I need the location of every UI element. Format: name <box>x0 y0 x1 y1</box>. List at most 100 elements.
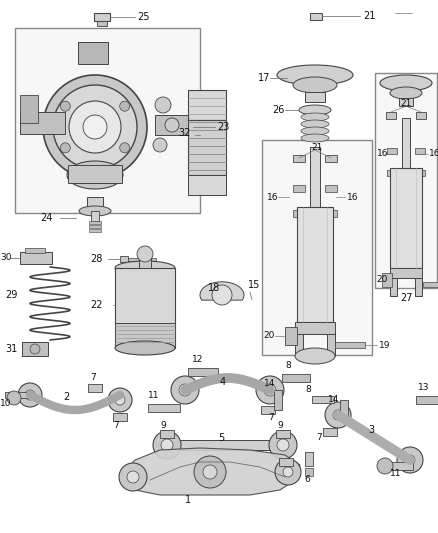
Ellipse shape <box>301 113 329 121</box>
Circle shape <box>30 344 40 354</box>
Text: 13: 13 <box>418 384 430 392</box>
Bar <box>390 168 422 268</box>
Circle shape <box>212 285 232 305</box>
Bar <box>148 404 180 412</box>
Bar <box>415 278 422 296</box>
Text: 8: 8 <box>305 385 311 394</box>
Circle shape <box>127 471 139 483</box>
Text: 8: 8 <box>285 361 291 370</box>
Text: 14: 14 <box>328 395 339 405</box>
Bar <box>128 258 156 261</box>
Bar <box>20 112 65 134</box>
Ellipse shape <box>299 105 331 115</box>
Text: 29: 29 <box>5 290 18 300</box>
Text: 21: 21 <box>400 99 411 108</box>
Circle shape <box>60 101 71 111</box>
Bar <box>91 211 99 221</box>
Circle shape <box>7 391 21 405</box>
Circle shape <box>377 458 393 474</box>
Bar <box>387 170 397 176</box>
Ellipse shape <box>301 127 329 135</box>
Text: 15: 15 <box>248 280 260 290</box>
Ellipse shape <box>301 120 329 128</box>
Bar <box>305 452 313 466</box>
Bar <box>282 374 310 382</box>
Bar <box>390 278 397 296</box>
Text: 7: 7 <box>113 421 119 430</box>
Bar <box>22 342 48 356</box>
Circle shape <box>53 85 137 169</box>
Bar <box>188 90 226 120</box>
Circle shape <box>43 75 147 179</box>
Text: 5: 5 <box>218 433 224 443</box>
Ellipse shape <box>67 161 123 189</box>
Ellipse shape <box>115 261 175 275</box>
Circle shape <box>115 395 125 405</box>
Circle shape <box>155 97 171 113</box>
Bar <box>89 221 101 224</box>
Bar <box>155 115 193 135</box>
Text: 16: 16 <box>377 149 389 158</box>
Text: 31: 31 <box>5 344 17 354</box>
Bar <box>293 185 305 192</box>
Bar <box>297 207 333 322</box>
Bar <box>274 390 282 410</box>
Text: 23: 23 <box>217 122 230 132</box>
Circle shape <box>161 439 173 451</box>
Circle shape <box>69 101 121 153</box>
Text: 12: 12 <box>192 356 203 365</box>
Ellipse shape <box>79 206 111 216</box>
Bar <box>387 148 397 154</box>
Text: 4: 4 <box>220 377 226 387</box>
Ellipse shape <box>277 65 353 85</box>
Circle shape <box>108 388 132 412</box>
Bar <box>113 413 127 421</box>
Circle shape <box>18 383 42 407</box>
Bar <box>295 334 303 356</box>
Text: 19: 19 <box>379 341 391 350</box>
Ellipse shape <box>295 348 335 364</box>
Bar <box>305 92 325 102</box>
Bar <box>305 468 313 476</box>
Text: 27: 27 <box>400 293 413 303</box>
Bar <box>310 147 320 207</box>
Bar <box>20 95 38 123</box>
Bar <box>276 430 290 438</box>
Bar <box>188 120 226 175</box>
Text: 7: 7 <box>90 374 96 383</box>
Circle shape <box>165 118 179 132</box>
Bar <box>89 225 101 228</box>
Circle shape <box>179 384 191 396</box>
Circle shape <box>137 246 153 262</box>
Circle shape <box>277 439 289 451</box>
Text: 2: 2 <box>63 392 69 402</box>
Text: 1: 1 <box>185 495 191 505</box>
Circle shape <box>120 143 130 153</box>
Circle shape <box>203 465 217 479</box>
Circle shape <box>283 467 293 477</box>
Bar <box>402 118 410 168</box>
Bar <box>390 268 422 278</box>
Circle shape <box>333 410 343 420</box>
Bar <box>415 170 425 176</box>
Text: 21: 21 <box>363 11 375 21</box>
Circle shape <box>153 431 181 459</box>
Text: 24: 24 <box>40 213 53 223</box>
Text: 6: 6 <box>304 475 310 484</box>
Text: 30: 30 <box>0 254 11 262</box>
Text: 9: 9 <box>277 422 283 431</box>
Ellipse shape <box>380 75 432 91</box>
Bar <box>139 254 151 268</box>
Bar <box>285 327 297 345</box>
Bar <box>115 268 175 348</box>
Circle shape <box>119 463 147 491</box>
Text: 25: 25 <box>137 12 149 22</box>
Bar <box>78 42 108 64</box>
Bar <box>293 210 305 217</box>
Bar <box>325 210 337 217</box>
Circle shape <box>171 376 199 404</box>
Bar <box>415 148 425 154</box>
Bar <box>160 430 174 438</box>
Bar <box>325 185 337 192</box>
Circle shape <box>153 138 167 152</box>
